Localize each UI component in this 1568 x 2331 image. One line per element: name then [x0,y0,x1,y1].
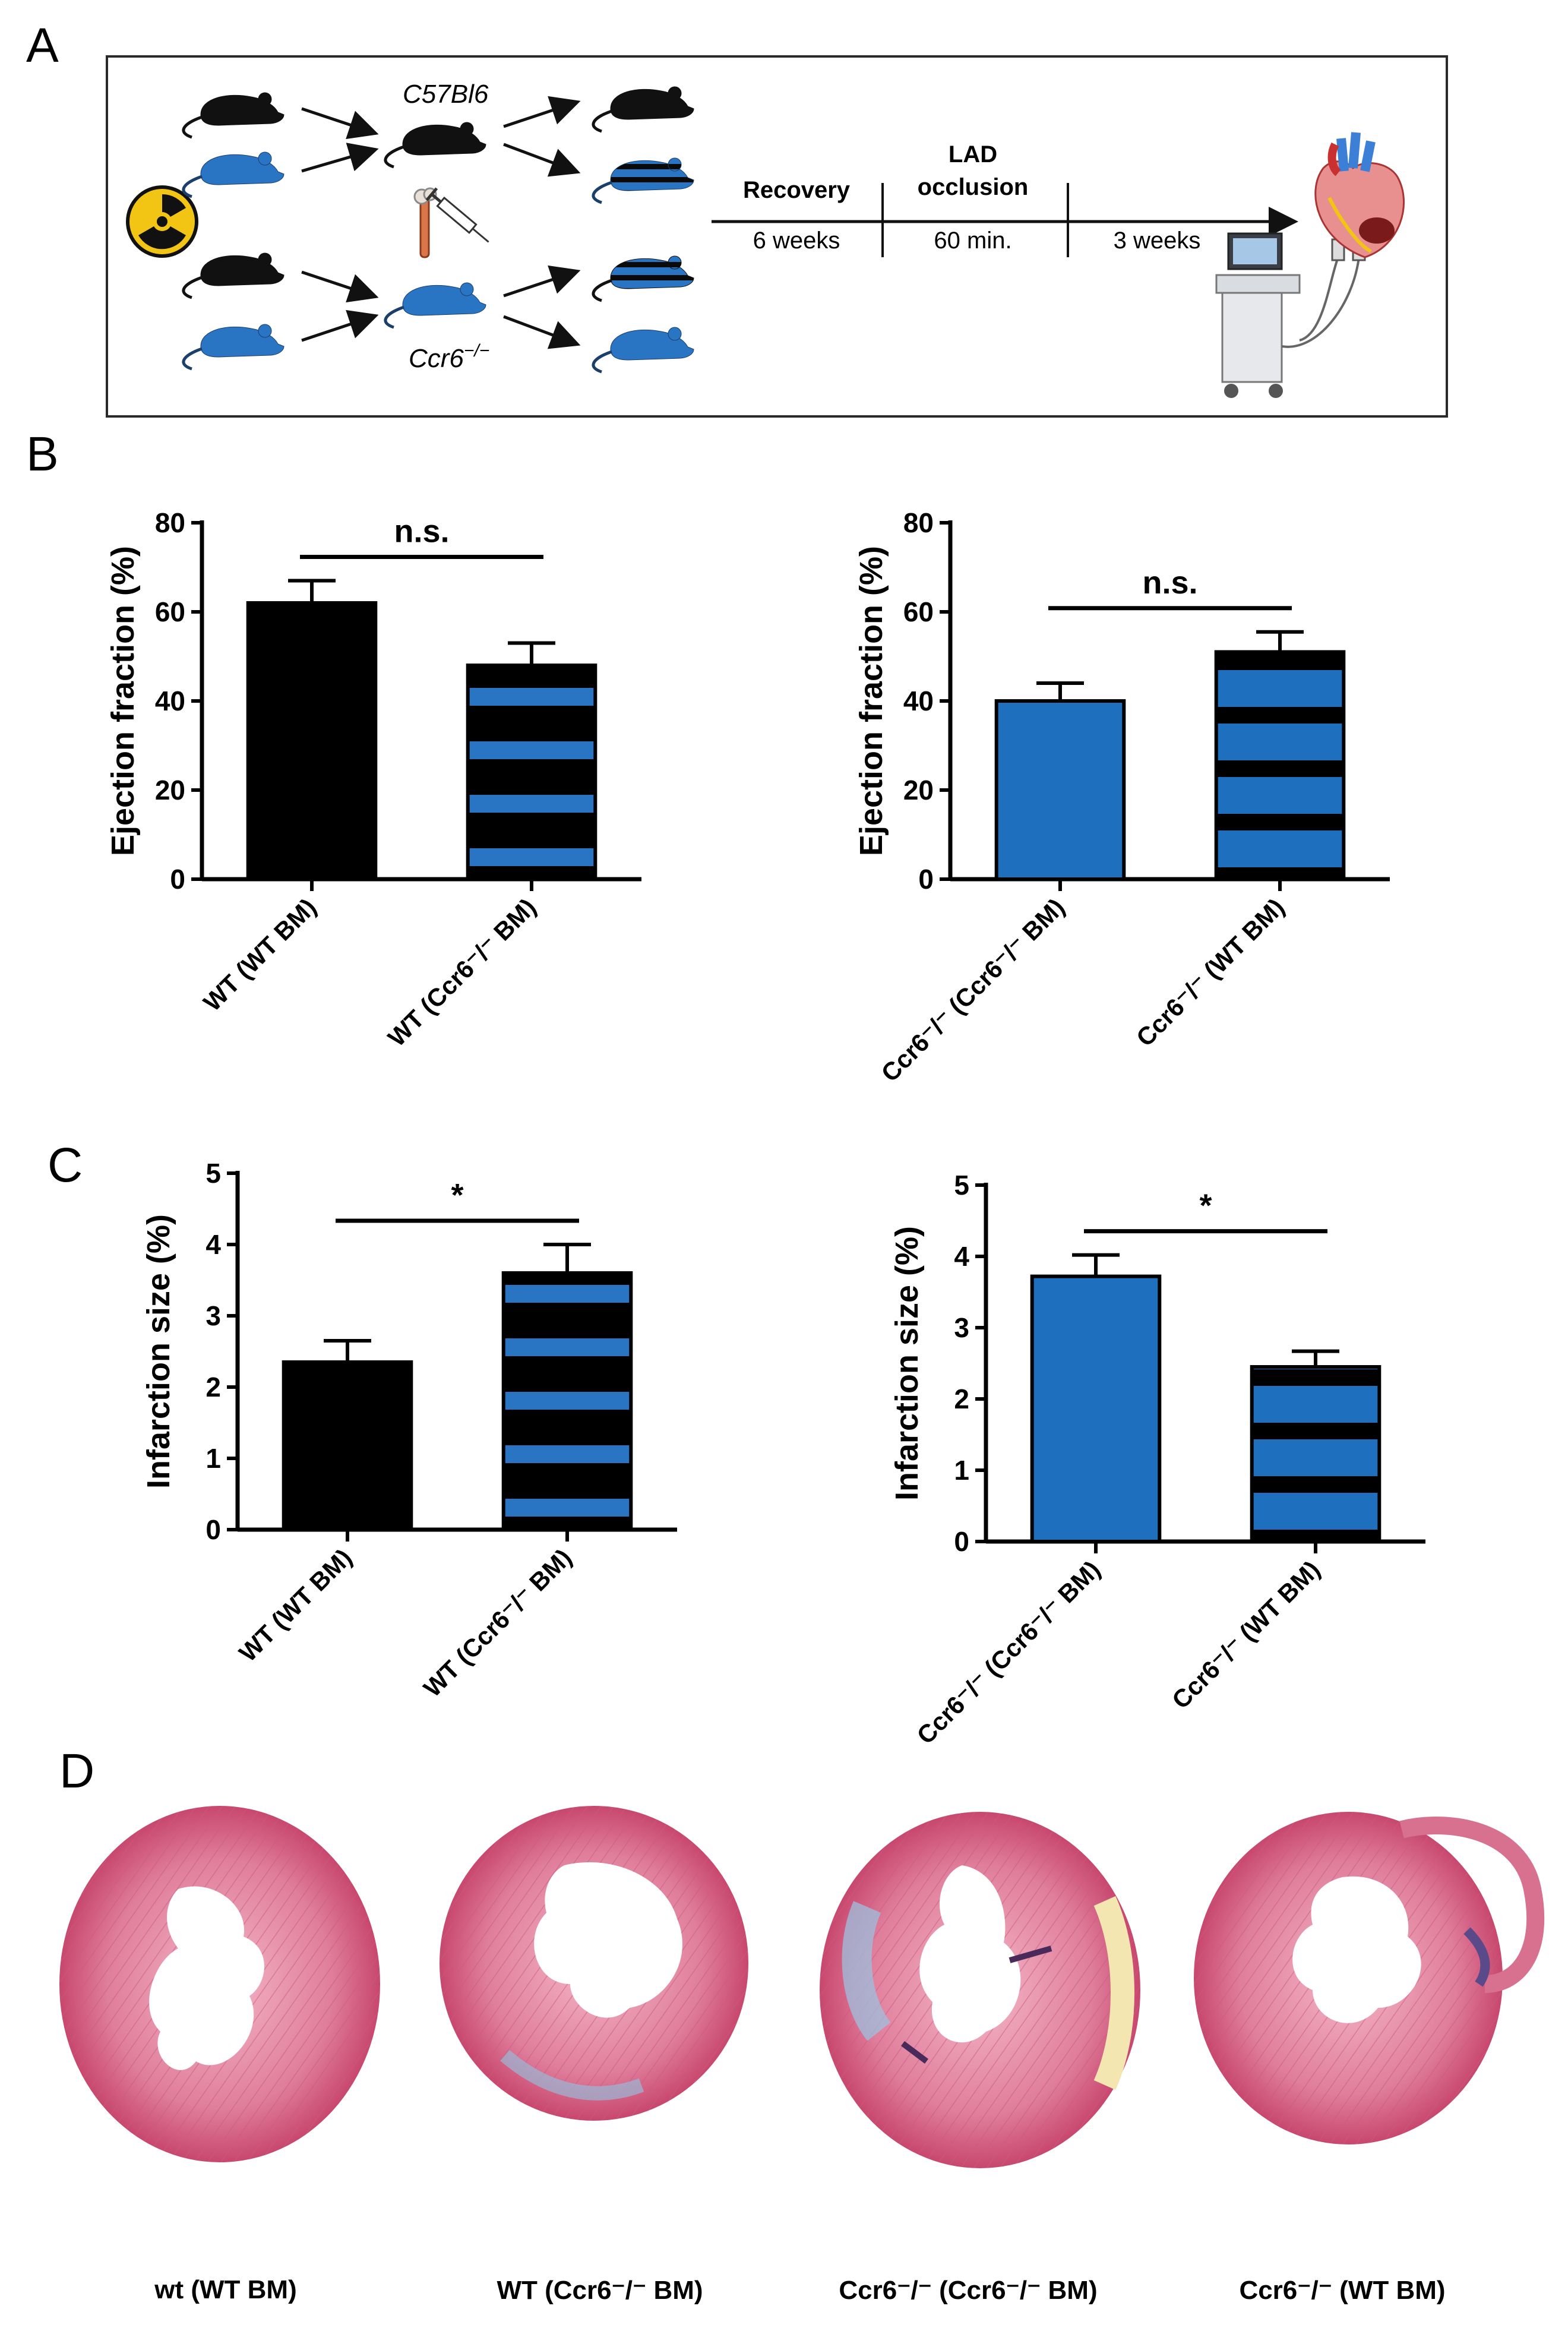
category-label: Ccr6⁻/⁻ (WT BM) [1131,893,1290,1052]
y-tick-label: 2 [206,1372,221,1403]
y-tick-label: 20 [155,775,185,806]
bar [246,601,378,881]
y-tick-label: 3 [954,1312,969,1343]
panel-label-b: B [26,427,59,481]
y-tick-label: 0 [170,864,185,895]
strain-label-top: C57Bl6 [403,80,489,109]
bar [1214,650,1346,881]
histology-caption: Ccr6⁻/⁻ (Ccr6⁻/⁻ BM) [839,2276,1098,2305]
scheme-frame [106,55,1448,418]
y-tick-label: 0 [918,864,934,895]
mouse-icon [385,283,486,327]
y-tick-label: 4 [954,1241,969,1272]
y-tick-label: 3 [206,1300,221,1331]
heart-section-1 [59,1806,380,2162]
mouse-icon [184,324,284,369]
bar [466,664,598,881]
y-tick-label: 4 [206,1229,221,1260]
bar [1250,1365,1382,1543]
mouse-icon [184,93,284,137]
y-tick-label: 80 [903,511,934,538]
significance-label: n.s. [1142,565,1197,601]
y-tick-label: 40 [155,686,185,716]
timeline-recovery: Recovery [743,177,851,203]
radiation-icon [126,185,198,258]
heart-section-2 [440,1806,748,2121]
strain-label-bottom: Ccr6−/− [409,341,489,373]
y-tick-label: 60 [903,596,934,627]
category-label: WT (Ccr6⁻/⁻ BM) [382,893,542,1052]
mouse-icon [184,152,284,197]
bar [282,1360,413,1531]
significance-label: * [1199,1188,1212,1224]
category-label: Ccr6⁻/⁻ (Ccr6⁻/⁻ BM) [875,893,1070,1087]
category-label: Ccr6⁻/⁻ (Ccr6⁻/⁻ BM) [911,1555,1105,1749]
mouse-icon [593,256,694,301]
histology-caption: WT (Ccr6⁻/⁻ BM) [497,2276,703,2305]
bone-icon [413,187,437,258]
histology-caption: Ccr6⁻/⁻ (WT BM) [1239,2276,1446,2305]
syringe-icon [425,187,489,243]
y-tick-label: 5 [206,1161,221,1189]
y-tick-label: 2 [954,1384,969,1414]
mouse-icon [593,158,694,203]
bar [1030,1274,1162,1543]
heart-icon [1314,132,1405,258]
y-tick-label: 5 [954,1173,969,1201]
chart-ejection-fraction-ccr6: 0 20 40 60 80 Ejection fraction (%) Ccr6⁻/⁻ (C… [853,511,1390,1087]
panel-label-a: A [26,18,59,72]
y-tick-label: 1 [954,1455,969,1486]
heart-section-3 [820,1812,1140,2168]
y-axis-label: Ejection fraction (%) [105,546,141,856]
timeline-60-min: 60 min. [934,228,1011,254]
y-tick-label: 20 [903,775,934,806]
category-label: WT (WT BM) [233,1543,357,1667]
bar [501,1271,633,1531]
y-axis-label: Ejection fraction (%) [853,546,889,856]
ultrasound-icon [1215,232,1366,398]
chart-ejection-fraction-wt: 0 20 40 60 80 Ejection fraction (%) WT (WT BM)… [105,511,641,1052]
y-tick-label: 60 [155,596,185,627]
timeline-6-weeks: 6 weeks [753,228,840,254]
y-tick-label: 1 [206,1443,221,1474]
category-label: WT (WT BM) [198,893,321,1016]
y-axis-label: Infarction size (%) [141,1214,176,1489]
chart-infarction-size-ccr6: 0 1 2 3 4 5 Infarction size (%) Ccr6⁻/⁻ (Ccr6⁻/… [889,1173,1425,1749]
timeline-lad: LAD [949,141,997,168]
timeline-occlusion: occlusion [918,174,1029,200]
significance-label: * [451,1177,463,1213]
experimental-scheme: C57Bl6 Ccr6−/− Recovery 6 weeks LAD occl… [126,80,1405,398]
y-tick-label: 0 [206,1514,221,1545]
y-tick-label: 0 [954,1526,969,1557]
panel-label-c: C [48,1138,83,1192]
mouse-icon [184,253,284,298]
panel-label-d: D [59,1744,95,1798]
mouse-icon [593,327,694,372]
timeline-3-weeks: 3 weeks [1114,228,1201,254]
bar [994,699,1126,881]
category-label: Ccr6⁻/⁻ (WT BM) [1166,1555,1326,1714]
y-tick-label: 40 [903,686,934,716]
mouse-icon [385,122,486,167]
histology-sections [59,1806,1545,2168]
mouse-icon [593,87,694,131]
chart-infarction-size-wt: 0 1 2 3 4 5 Infarction size (%) WT (WT BM) WT (C… [141,1161,677,1703]
y-axis-label: Infarction size (%) [889,1226,925,1501]
y-tick-label: 80 [155,511,185,538]
significance-label: n.s. [394,514,449,549]
heart-section-4 [1194,1812,1545,2144]
histology-caption: wt (WT BM) [154,2275,297,2304]
category-label: WT (Ccr6⁻/⁻ BM) [418,1543,577,1703]
